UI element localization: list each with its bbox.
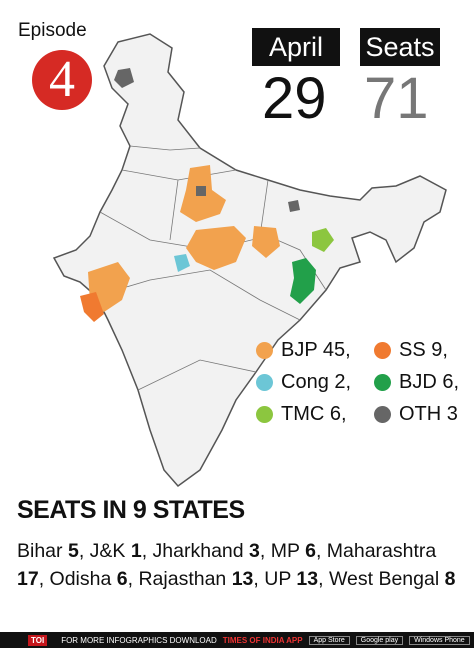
legend-dot: [374, 405, 391, 423]
legend: BJP 45, SS 9, Cong 2, BJD 6, TMC 6, OTH 3: [256, 338, 459, 426]
legend-dot: [374, 373, 391, 391]
separator: ,: [318, 568, 329, 590]
separator: ,: [38, 568, 50, 590]
state-seats: 13: [296, 568, 319, 590]
legend-item: BJP 45,: [256, 338, 374, 362]
oth-region: [114, 68, 300, 212]
bjd-region: [290, 258, 316, 304]
state-name: Bihar: [17, 540, 63, 562]
legend-item: SS 9,: [374, 338, 459, 362]
legend-label: BJD 6,: [399, 370, 460, 393]
ss-region: [80, 292, 104, 322]
legend-label: Cong 2,: [281, 370, 352, 393]
footer: TOI FOR MORE INFOGRAPHICS DOWNLOAD TIMES…: [0, 632, 474, 648]
states-list: Bihar 5, J&K 1, Jharkhand 3, MP 6, Mahar…: [17, 537, 462, 593]
store-badge: App Store: [308, 635, 350, 645]
legend-item: TMC 6,: [256, 402, 374, 426]
state-name: West Bengal: [328, 568, 440, 590]
state-seats: 6: [116, 568, 128, 590]
brand: TOI: [28, 634, 48, 646]
state-seats: 3: [249, 540, 260, 562]
footer-text: FOR MORE INFOGRAPHICS DOWNLOAD: [61, 635, 217, 645]
india-map: [52, 33, 447, 488]
legend-item: OTH 3: [374, 402, 459, 426]
tmc-region: [312, 228, 334, 252]
legend-item: Cong 2,: [256, 370, 374, 394]
state-seats: 6: [305, 540, 316, 562]
separator: ,: [315, 540, 327, 562]
state-name: UP: [264, 568, 291, 590]
separator: ,: [259, 540, 271, 562]
date-label: April: [252, 28, 340, 66]
bjp-region: [88, 165, 280, 312]
state-seats: 13: [231, 568, 254, 590]
date-value: 29: [262, 66, 327, 131]
state-name: Jharkhand: [152, 540, 244, 562]
state-seats: 17: [17, 568, 39, 590]
state-name: Maharashtra: [326, 540, 437, 562]
episode-number: 4: [32, 50, 92, 110]
legend-dot: [256, 373, 273, 391]
state-seats: 5: [67, 540, 79, 562]
state-name: J&K: [89, 540, 126, 562]
legend-dot: [256, 405, 273, 423]
state-seats: 8: [444, 568, 456, 590]
legend-label: BJP 45,: [281, 338, 351, 361]
seats-value: 71: [364, 66, 429, 131]
separator: ,: [127, 568, 139, 590]
state-name: MP: [270, 540, 300, 562]
states-title: SEATS IN 9 STATES: [17, 496, 245, 524]
state-seats: 1: [130, 540, 142, 562]
seats-label: Seats: [360, 28, 440, 66]
legend-dot: [256, 341, 273, 359]
legend-dot: [374, 341, 391, 359]
legend-label: TMC 6,: [281, 402, 347, 425]
separator: ,: [141, 540, 153, 562]
footer-app: TIMES OF INDIA APP: [222, 635, 303, 645]
separator: ,: [78, 540, 90, 562]
legend-label: SS 9,: [399, 338, 448, 361]
cong-region: [174, 254, 190, 272]
separator: ,: [253, 568, 265, 590]
episode-label: Episode: [18, 20, 87, 41]
store-badge: Windows Phone: [409, 635, 470, 645]
state-name: Odisha: [49, 568, 112, 590]
state-name: Rajasthan: [138, 568, 227, 590]
legend-label: OTH 3: [399, 402, 458, 425]
legend-item: BJD 6,: [374, 370, 459, 394]
store-badge: Google play: [355, 635, 404, 645]
